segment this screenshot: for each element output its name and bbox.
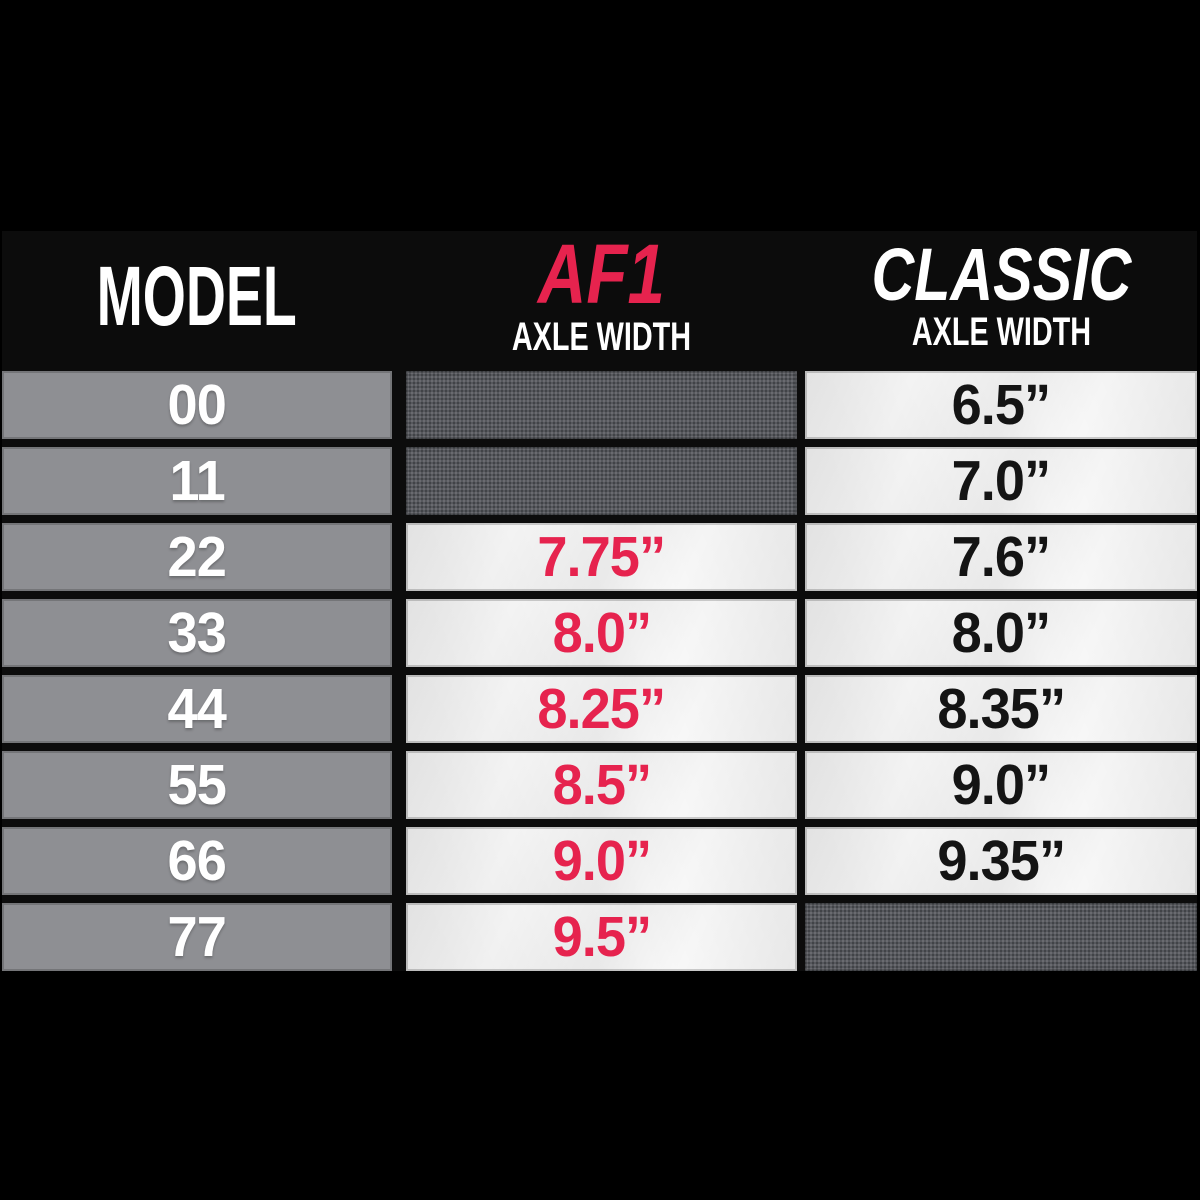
classic-brand-title: CLASSIC: [871, 232, 1131, 316]
model-number: 22: [167, 524, 227, 589]
model-cell: 11: [2, 447, 392, 515]
table-row: 11 7.0”: [2, 447, 1197, 515]
classic-axle-width-value: 7.0”: [951, 448, 1052, 513]
model-number: 11: [169, 448, 225, 513]
af1-axle-width-value: 8.0”: [552, 600, 652, 665]
af1-value-cell: 7.75”: [406, 523, 797, 591]
model-cell: 22: [2, 523, 392, 591]
af1-axle-width-value: 9.0”: [552, 828, 652, 893]
model-number: 33: [167, 600, 227, 665]
model-number: 77: [167, 904, 227, 969]
classic-axle-width-value: 9.35”: [937, 828, 1066, 893]
table-row: 00 6.5”: [2, 371, 1197, 439]
model-column-title: MODEL: [96, 249, 298, 344]
af1-value-cell: [406, 447, 797, 515]
af1-value-cell: 8.5”: [406, 751, 797, 819]
axle-width-size-chart: MODEL AF1 AXLE WIDTH CLASSIC AXLE WIDTH …: [2, 231, 1197, 971]
classic-value-cell: 8.35”: [805, 675, 1197, 743]
column-header-model: MODEL: [2, 231, 392, 363]
model-cell: 77: [2, 903, 392, 971]
af1-value-cell: 8.0”: [406, 599, 797, 667]
classic-value-cell: 7.0”: [805, 447, 1197, 515]
column-header-af1: AF1 AXLE WIDTH: [406, 231, 797, 363]
classic-value-cell: 6.5”: [805, 371, 1197, 439]
af1-value-cell: 8.25”: [406, 675, 797, 743]
model-cell: 44: [2, 675, 392, 743]
classic-value-cell: [805, 903, 1197, 971]
af1-axle-width-value: 8.5”: [552, 752, 652, 817]
model-cell: 33: [2, 599, 392, 667]
table-row: 66 9.0” 9.35”: [2, 827, 1197, 895]
model-cell: 00: [2, 371, 392, 439]
af1-value-cell: 9.0”: [406, 827, 797, 895]
classic-axle-width-value: 6.5”: [951, 372, 1052, 437]
classic-axle-width-value: 7.6”: [951, 524, 1052, 589]
table-row: 55 8.5” 9.0”: [2, 751, 1197, 819]
af1-brand-title: AF1: [538, 227, 665, 322]
model-number: 44: [167, 676, 227, 741]
model-number: 00: [167, 372, 227, 437]
table-row: 33 8.0” 8.0”: [2, 599, 1197, 667]
classic-value-cell: 9.0”: [805, 751, 1197, 819]
af1-value-cell: [406, 371, 797, 439]
classic-axle-width-value: 9.0”: [951, 752, 1052, 817]
classic-value-cell: 8.0”: [805, 599, 1197, 667]
table-row: 44 8.25” 8.35”: [2, 675, 1197, 743]
af1-axle-width-subtitle: AXLE WIDTH: [511, 314, 692, 359]
classic-axle-width-value: 8.35”: [937, 676, 1066, 741]
column-header-classic: CLASSIC AXLE WIDTH: [805, 231, 1197, 363]
table-header-row: MODEL AF1 AXLE WIDTH CLASSIC AXLE WIDTH: [2, 231, 1197, 363]
classic-value-cell: 7.6”: [805, 523, 1197, 591]
table-row: 77 9.5”: [2, 903, 1197, 971]
af1-axle-width-value: 8.25”: [537, 676, 667, 741]
af1-axle-width-value: 9.5”: [552, 904, 652, 969]
classic-axle-width-value: 8.0”: [951, 600, 1052, 665]
classic-axle-width-subtitle: AXLE WIDTH: [911, 310, 1091, 355]
af1-axle-width-value: 7.75”: [537, 524, 667, 589]
af1-value-cell: 9.5”: [406, 903, 797, 971]
classic-value-cell: 9.35”: [805, 827, 1197, 895]
model-number: 66: [167, 828, 227, 893]
model-number: 55: [167, 752, 227, 817]
model-cell: 66: [2, 827, 392, 895]
table-row: 22 7.75” 7.6”: [2, 523, 1197, 591]
model-cell: 55: [2, 751, 392, 819]
